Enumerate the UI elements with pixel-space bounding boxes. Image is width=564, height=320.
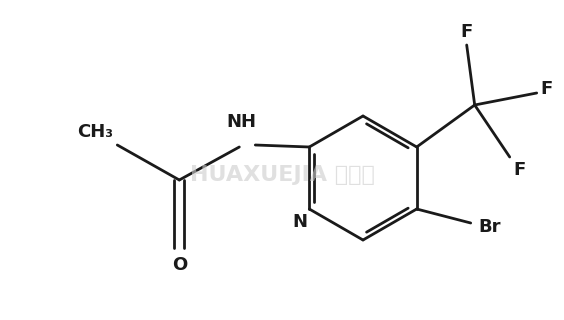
Text: F: F bbox=[541, 80, 553, 98]
Text: HUAXUEJIA 化学加: HUAXUEJIA 化学加 bbox=[190, 165, 374, 185]
Text: N: N bbox=[292, 213, 307, 231]
Text: NH: NH bbox=[226, 113, 256, 131]
Text: F: F bbox=[461, 23, 473, 41]
Text: F: F bbox=[514, 161, 526, 179]
Text: O: O bbox=[171, 256, 187, 274]
Text: Br: Br bbox=[479, 218, 501, 236]
Text: CH₃: CH₃ bbox=[77, 123, 113, 141]
